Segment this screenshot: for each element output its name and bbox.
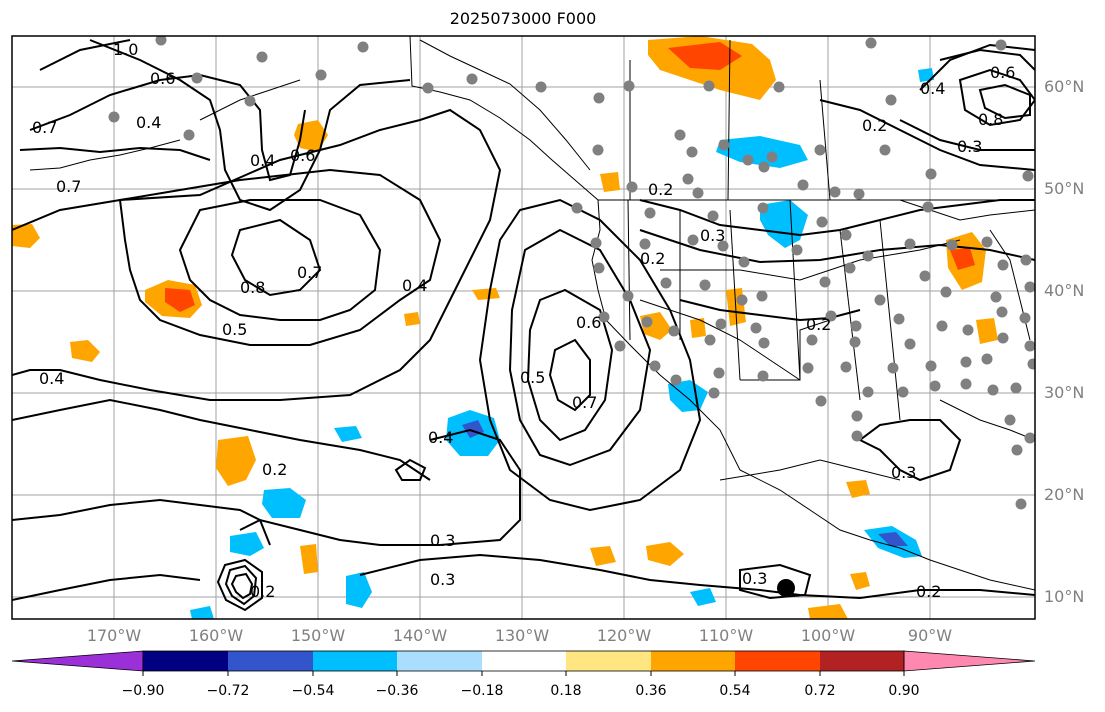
colorbar-tick-label: 0.18: [550, 683, 582, 699]
colorbar-tick-label: 0.36: [635, 683, 667, 699]
latitude-label: 60°N: [1044, 77, 1085, 96]
contour-label: 0.2: [862, 116, 887, 135]
contour-label: 0.7: [572, 393, 597, 412]
contour-label: 0.5: [520, 368, 545, 387]
contour-label: 0.4: [920, 79, 945, 98]
latitude-label: 30°N: [1044, 383, 1085, 402]
contour-label: 0.2: [262, 460, 287, 479]
latitude-label: 20°N: [1044, 485, 1085, 504]
colorbar-bin: [735, 651, 820, 671]
longitude-label: 170°W: [86, 626, 142, 645]
colorbar-bin: [566, 651, 651, 671]
colorbar-tick-label: 0.90: [888, 683, 920, 699]
latitude-label: 50°N: [1044, 179, 1085, 198]
colorbar-tick-label: −0.72: [206, 683, 250, 699]
colorbar-bin: [313, 651, 397, 671]
colorbar-tick-label: −0.90: [121, 683, 165, 699]
colorbar-bin: [482, 651, 566, 671]
colorbar-bin: [820, 651, 904, 671]
contour-label: 0.6: [576, 313, 601, 332]
latitude-label: 10°N: [1044, 587, 1085, 606]
contour-label: 0.4: [136, 113, 161, 132]
position-marker: [777, 579, 795, 597]
colorbar-tick-label: −0.18: [460, 683, 504, 699]
colorbar-tick-label: −0.54: [291, 683, 335, 699]
contour-label: 0.5: [222, 320, 247, 339]
longitude-label: 100°W: [800, 626, 856, 645]
contour-label: 0.2: [916, 582, 941, 601]
contour-label: 0.7: [56, 177, 81, 196]
colorbar-extend-right: [903, 650, 1036, 672]
contour-label: 0.6: [990, 63, 1015, 82]
contour-label: 0.2: [648, 180, 673, 199]
contour-label: 0.8: [240, 278, 265, 297]
contour-label: 0.2: [806, 315, 831, 334]
colorbar-tick-label: 0.72: [804, 683, 836, 699]
longitude-label: 110°W: [698, 626, 754, 645]
contour-label: 0.3: [700, 226, 725, 245]
contour-label: 0.4: [39, 369, 64, 388]
map-title: 2025073000 F000: [449, 9, 597, 28]
colorbar: [11, 650, 1036, 676]
contour-label: 0.6: [150, 69, 175, 88]
colorbar-bin: [143, 651, 228, 671]
contour-label: 0.4: [402, 276, 427, 295]
longitude-label: 160°W: [188, 626, 244, 645]
contour-labels: 1.0 0.6 0.4 0.7 0.4 0.6 0.7 0.8 0.5 0.4 …: [32, 40, 1015, 601]
longitude-label: 120°W: [596, 626, 652, 645]
contour-label: 0.7: [297, 263, 322, 282]
colorbar-tick-label: −0.36: [375, 683, 419, 699]
map-frame: [11, 35, 1036, 620]
contour-label: 0.8: [978, 110, 1003, 129]
colorbar-bin: [228, 651, 313, 671]
contour-label: 0.3: [430, 570, 455, 589]
colorbar-tick-label: 0.54: [719, 683, 751, 699]
colorbar-bin: [651, 651, 735, 671]
shaded-anomaly-regions: [12, 36, 998, 619]
contour-label: 1.0: [113, 40, 138, 59]
longitude-label: 150°W: [290, 626, 346, 645]
contour-label: 0.4: [428, 428, 453, 447]
longitude-label: 130°W: [494, 626, 550, 645]
longitude-label: 140°W: [392, 626, 448, 645]
contour-label: 0.2: [640, 249, 665, 268]
contour-label: 0.4: [250, 151, 275, 170]
colorbar-bin: [397, 651, 482, 671]
contour-label: 0.3: [957, 137, 982, 156]
latitude-label: 40°N: [1044, 281, 1085, 300]
contour-label: 0.3: [891, 463, 916, 482]
colorbar-extend-left: [11, 650, 144, 672]
contour-label: 0.2: [250, 582, 275, 601]
contour-label: 0.3: [430, 531, 455, 550]
contour-label: 0.7: [32, 118, 57, 137]
contour-label: 0.6: [290, 146, 315, 165]
contour-label: 0.3: [742, 569, 767, 588]
station-markers: [108, 36, 1035, 510]
longitude-label: 90°W: [907, 626, 953, 645]
